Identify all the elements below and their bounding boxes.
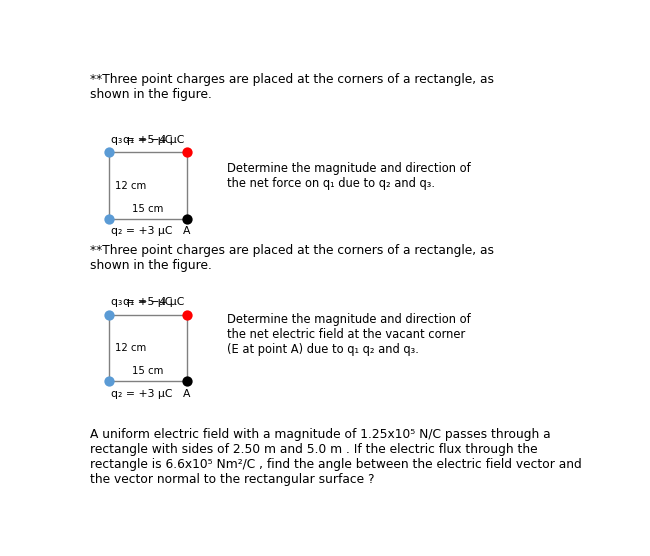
Text: q₂ = +3 μC: q₂ = +3 μC xyxy=(112,389,173,399)
Text: **Three point charges are placed at the corners of a rectangle, as
shown in the : **Three point charges are placed at the … xyxy=(90,73,494,101)
Bar xyxy=(109,152,187,219)
Text: 12 cm: 12 cm xyxy=(115,181,146,191)
Text: 12 cm: 12 cm xyxy=(115,343,146,353)
Text: 15 cm: 15 cm xyxy=(133,366,164,376)
Text: q₁ = −4 μC: q₁ = −4 μC xyxy=(123,135,185,145)
Point xyxy=(104,311,114,320)
Point xyxy=(104,148,114,157)
Text: q₁ = −4 μC: q₁ = −4 μC xyxy=(123,297,185,307)
Text: q₂ = +3 μC: q₂ = +3 μC xyxy=(112,226,173,236)
Point xyxy=(104,377,114,386)
Text: 15 cm: 15 cm xyxy=(133,203,164,214)
Text: q₃ = +5 μC: q₃ = +5 μC xyxy=(112,135,173,145)
Text: Determine the magnitude and direction of
the net electric field at the vacant co: Determine the magnitude and direction of… xyxy=(227,313,471,356)
Text: q₃ = +5 μC: q₃ = +5 μC xyxy=(112,297,173,307)
Point xyxy=(182,214,192,223)
Point xyxy=(104,214,114,223)
Text: A: A xyxy=(183,226,191,236)
Bar xyxy=(109,315,187,381)
Text: **Three point charges are placed at the corners of a rectangle, as
shown in the : **Three point charges are placed at the … xyxy=(90,245,494,272)
Text: A: A xyxy=(183,389,191,399)
Text: Determine the magnitude and direction of
the net force on q₁ due to q₂ and q₃.: Determine the magnitude and direction of… xyxy=(227,162,471,190)
Point xyxy=(182,311,192,320)
Text: A uniform electric field with a magnitude of 1.25x10⁵ N/C passes through a
recta: A uniform electric field with a magnitud… xyxy=(90,429,582,486)
Point xyxy=(182,377,192,386)
Point xyxy=(182,148,192,157)
